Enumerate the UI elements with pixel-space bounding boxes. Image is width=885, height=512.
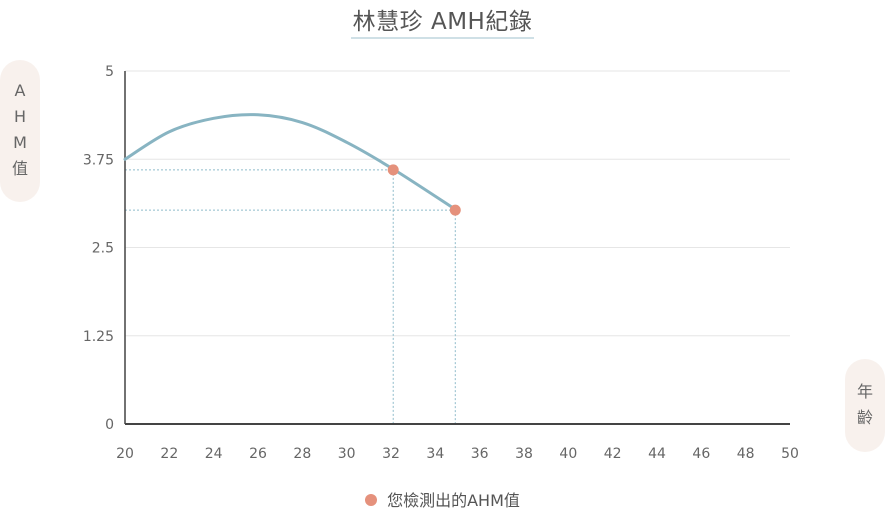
data-point xyxy=(387,164,399,176)
chart-title-wrap: 林慧珍 AMH紀錄 xyxy=(0,2,885,39)
data-point xyxy=(449,204,461,216)
x-tick-label: 32 xyxy=(382,446,400,462)
y-axis-label-char: 值 xyxy=(11,159,28,178)
legend-marker-icon xyxy=(365,494,378,506)
chart-title: 林慧珍 AMH紀錄 xyxy=(350,2,535,39)
x-tick-label: 38 xyxy=(515,446,533,462)
grid-lines xyxy=(125,70,790,337)
y-tick-labels: 0 1.25 2.5 3.75 5 xyxy=(83,64,114,433)
y-tick-label: 3.75 xyxy=(83,152,114,168)
y-tick-label: 5 xyxy=(105,64,114,80)
y-axis-label: A H M 值 xyxy=(0,60,40,202)
x-tick-labels: 20 22 24 26 28 30 32 34 36 38 40 42 44 46 48 50 xyxy=(116,446,799,462)
x-tick-label: 44 xyxy=(648,446,666,462)
x-tick-label: 30 xyxy=(338,446,356,462)
y-axis-label-char: M xyxy=(13,133,27,152)
legend-label: 您檢測出的AHM值 xyxy=(387,491,520,510)
y-axis-label-char: H xyxy=(13,107,27,126)
x-tick-label: 50 xyxy=(781,446,799,462)
x-tick-label: 40 xyxy=(559,446,577,462)
x-tick-label: 34 xyxy=(426,446,444,462)
x-axis-label: 年 齡 xyxy=(845,359,885,452)
series xyxy=(123,113,461,216)
x-axis-label-char: 齡 xyxy=(856,408,873,427)
x-tick-label: 22 xyxy=(160,446,178,462)
x-axis-label-char: 年 xyxy=(856,382,873,401)
x-tick-label: 28 xyxy=(293,446,311,462)
series-line xyxy=(123,113,457,211)
x-tick-label: 42 xyxy=(604,446,622,462)
x-tick-label: 26 xyxy=(249,446,267,462)
x-tick-label: 46 xyxy=(692,446,710,462)
y-tick-label: 1.25 xyxy=(83,329,114,345)
axes xyxy=(124,71,790,425)
y-tick-label: 0 xyxy=(105,417,114,433)
y-axis-label-char: A xyxy=(14,81,26,100)
guide-lines xyxy=(125,169,456,424)
x-tick-label: 48 xyxy=(737,446,755,462)
y-tick-label: 2.5 xyxy=(92,241,114,257)
x-tick-label: 20 xyxy=(116,446,134,462)
x-tick-label: 36 xyxy=(471,446,489,462)
x-tick-label: 24 xyxy=(205,446,223,462)
legend: 您檢測出的AHM值 xyxy=(0,487,885,511)
